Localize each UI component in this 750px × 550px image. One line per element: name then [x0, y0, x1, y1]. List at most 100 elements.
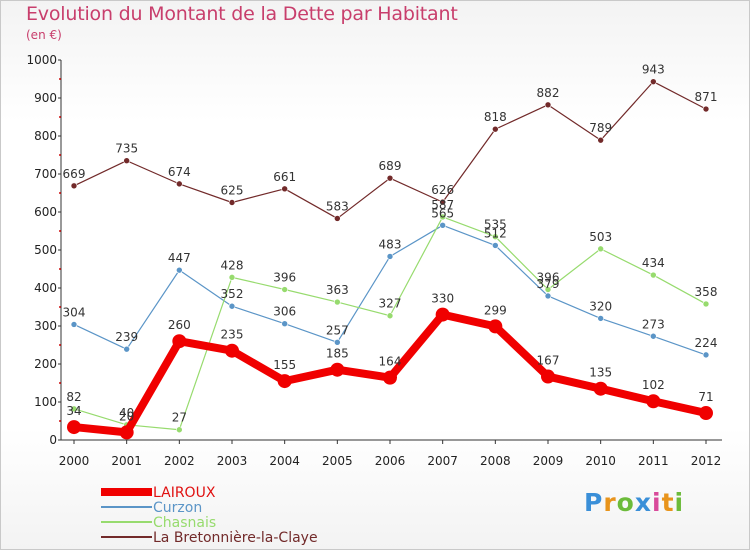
y-tick-label: 300	[34, 319, 57, 333]
data-label: 483	[379, 237, 402, 251]
data-point	[492, 233, 499, 240]
data-point	[702, 351, 710, 359]
data-label: 661	[273, 170, 296, 184]
data-label: 587	[431, 198, 454, 212]
data-label: 363	[326, 283, 349, 297]
data-point	[334, 298, 341, 306]
y-tick-label: 400	[34, 281, 57, 295]
data-label: 235	[221, 328, 244, 342]
data-point	[541, 369, 555, 384]
data-point	[334, 215, 341, 222]
data-point	[439, 213, 446, 221]
data-label: 434	[642, 256, 665, 270]
y-tick-label: 900	[34, 91, 57, 105]
data-point	[702, 105, 710, 113]
data-label: 320	[589, 299, 612, 313]
data-point	[123, 157, 130, 164]
data-point	[435, 307, 450, 322]
data-point	[492, 125, 499, 133]
x-tick-label: 2000	[59, 454, 90, 468]
data-point	[597, 315, 604, 322]
data-label: 565	[431, 206, 454, 220]
data-label: 669	[63, 167, 86, 181]
data-point	[597, 136, 604, 144]
chart-subtitle: (en €)	[26, 28, 62, 42]
legend-item: Curzon	[101, 500, 202, 516]
data-label: 396	[273, 271, 296, 285]
data-label: 20	[119, 409, 134, 423]
y-tick-label: 700	[34, 167, 57, 181]
data-label: 882	[537, 86, 560, 100]
data-point	[650, 78, 657, 85]
data-point	[228, 199, 236, 206]
data-label: 71	[698, 390, 713, 404]
data-point	[383, 370, 397, 385]
data-point	[386, 312, 394, 320]
data-label: 358	[695, 285, 718, 299]
x-tick-label: 2003	[217, 454, 248, 468]
legend-label: La Bretonnière-la-Claye	[153, 530, 318, 546]
data-point	[650, 271, 657, 279]
x-tick-label: 2010	[585, 454, 616, 468]
data-label: 735	[115, 142, 138, 156]
x-tick-label: 2004	[269, 454, 300, 468]
data-label: 135	[589, 366, 612, 380]
y-minor-tick	[59, 268, 61, 270]
data-point	[70, 321, 78, 328]
data-label: 27	[172, 411, 187, 425]
x-tick-label: 2006	[375, 454, 406, 468]
data-label: 379	[537, 277, 560, 291]
data-label: 330	[431, 292, 454, 306]
chart-title: Evolution du Montant de la Dette par Hab…	[26, 3, 458, 25]
data-label: 304	[63, 305, 86, 319]
data-point	[281, 185, 288, 193]
series-layer	[67, 78, 713, 440]
data-label: 102	[642, 378, 665, 392]
y-tick-label: 100	[34, 395, 57, 409]
y-tick-label: 800	[34, 129, 57, 143]
y-minor-tick	[59, 154, 61, 156]
data-point	[593, 381, 608, 396]
x-tick-label: 2007	[427, 454, 458, 468]
logo-letter: t	[661, 488, 675, 517]
y-minor-tick	[59, 192, 61, 194]
y-tick-label: 200	[34, 357, 57, 371]
data-point	[225, 343, 239, 358]
data-label: 257	[326, 323, 349, 337]
data-label: 674	[168, 165, 191, 179]
data-point	[597, 245, 604, 253]
data-label: 428	[221, 258, 244, 272]
data-point	[386, 253, 394, 260]
legend-label: Curzon	[153, 500, 202, 516]
data-point	[334, 339, 341, 346]
data-point	[176, 426, 183, 434]
chart-axes: 0 100 200 300 400 500 600 700 800 900 1000 2000 2001…	[26, 53, 722, 468]
data-point	[492, 242, 499, 249]
logo-letter: o	[616, 488, 635, 517]
data-labels-layer: 669 735 674 625 661 583 689 626 818 882 789 943 871 3…	[63, 63, 718, 425]
data-point	[702, 300, 710, 308]
data-label: 583	[326, 199, 349, 213]
data-label: 503	[589, 230, 612, 244]
y-minor-tick	[59, 78, 61, 80]
series-line	[73, 81, 707, 220]
logo-letter: i	[652, 488, 662, 517]
data-label: 327	[379, 297, 402, 311]
x-tick-label: 2005	[322, 454, 353, 468]
y-tick-label: 500	[34, 243, 57, 257]
data-label: 306	[273, 305, 296, 319]
data-point	[281, 320, 288, 328]
legend-item: Chasnais	[101, 515, 216, 531]
series-lairoux	[67, 307, 713, 440]
data-label: 871	[695, 90, 718, 104]
logo-letter: x	[634, 488, 652, 517]
data-label: 164	[379, 355, 402, 369]
data-point	[386, 174, 394, 182]
x-tick-label: 2012	[691, 454, 722, 468]
series-curzon	[70, 222, 710, 359]
data-label: 273	[642, 317, 665, 331]
y-minor-tick	[59, 230, 61, 232]
data-label: 447	[168, 251, 191, 265]
